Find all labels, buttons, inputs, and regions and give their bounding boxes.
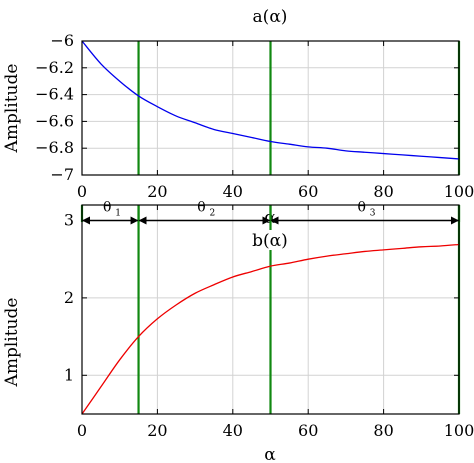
y-tick-label: −6.2 — [35, 58, 74, 77]
chart-a-series — [81, 40, 460, 160]
chart-a-title: a(α) — [253, 7, 288, 27]
y-tick-label: 3 — [64, 210, 74, 229]
x-tick-label: 100 — [444, 421, 474, 440]
y-tick-label: −6.4 — [35, 85, 74, 104]
chart-b-y-axis-label: Amplitude — [2, 298, 22, 388]
x-tick-label: 80 — [373, 182, 393, 201]
y-tick-label: 2 — [64, 288, 74, 307]
y-tick-label: 1 — [64, 365, 74, 384]
x-tick-label: 60 — [298, 421, 318, 440]
y-tick-label: −7 — [50, 165, 74, 184]
chart-b-frame — [81, 204, 460, 415]
x-tick-label: 20 — [147, 182, 167, 201]
chart-b-series — [81, 243, 460, 415]
interval-label-subscript: 2 — [210, 208, 216, 218]
interval-label: θ — [197, 199, 205, 215]
chart-b-y-ticks: 1 2 3 — [64, 210, 459, 384]
chart-a-x-ticks: 0 20 40 60 80 100 — [77, 41, 474, 201]
chart-b-title-background — [248, 230, 292, 250]
interval-label-subscript: 3 — [370, 208, 376, 218]
chart-b-x-ticks: 0 20 40 60 80 100 — [77, 205, 474, 440]
chart-a-frame — [81, 40, 460, 176]
y-tick-label: −6.6 — [35, 111, 74, 130]
x-tick-label: 80 — [373, 421, 393, 440]
interval-label: θ — [103, 199, 111, 215]
x-tick-label: 0 — [77, 182, 87, 201]
interval-label-subscript: 1 — [115, 208, 121, 218]
x-tick-label: 100 — [444, 182, 474, 201]
chart-b-title: b(α) — [252, 231, 288, 251]
series-line — [81, 243, 460, 415]
x-tick-label: 40 — [223, 421, 243, 440]
chart-a-y-axis-label: Amplitude — [2, 64, 22, 154]
x-tick-label: 40 — [223, 182, 243, 201]
chart-a-y-ticks: −7 −6.8 −6.6 −6.4 −6.2 −6 — [35, 31, 459, 184]
chart-b-x-axis-label: α — [264, 445, 276, 463]
y-tick-label: −6.8 — [35, 138, 74, 157]
x-tick-label: 0 — [77, 421, 87, 440]
series-line — [81, 40, 460, 160]
x-tick-label: 20 — [147, 421, 167, 440]
y-tick-label: −6 — [50, 31, 74, 50]
interval-label: θ — [358, 199, 366, 215]
x-tick-label: 60 — [298, 182, 318, 201]
